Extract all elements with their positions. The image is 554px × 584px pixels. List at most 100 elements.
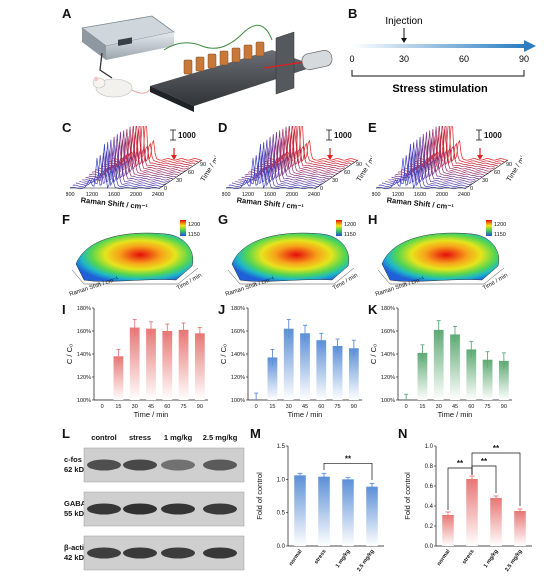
blot-row-name: c-fos <box>64 455 82 464</box>
panel-letter-e: E <box>368 120 377 135</box>
y-tick-label: 0.6 <box>425 484 434 490</box>
bar <box>332 345 343 400</box>
x-tick-label: 45 <box>302 404 308 410</box>
x-tick-label: 2.5 mg/kg <box>504 549 523 573</box>
time-tick-label: 30 <box>482 178 488 184</box>
x-tick-label: 1200 <box>242 192 254 198</box>
panel-letter-f: F <box>62 212 70 227</box>
panel-letter-k: K <box>368 302 378 317</box>
colorbar-min-label: 1150 <box>344 232 356 238</box>
x-tick-label: 1 mg/kg <box>335 549 352 569</box>
blot-column-label: control <box>91 433 116 442</box>
x-tick-label: 1 mg/kg <box>483 549 500 569</box>
time-axis-line <box>315 159 359 189</box>
x-tick-label: 60 <box>468 404 474 410</box>
bar <box>113 356 124 400</box>
x-tick-label: 2000 <box>286 192 298 198</box>
y-tick-label: 180% <box>381 306 395 312</box>
x-tick-label: stress <box>313 549 327 566</box>
time-tick-label: 60 <box>188 170 194 176</box>
panel-letter-h: H <box>368 212 378 227</box>
x-tick-label: 1200 <box>392 192 404 198</box>
spectrum-trace <box>375 143 467 190</box>
bar-chart-m: 0.0 0.5 1.0 1.5 normal stress 1 mg/kg 2.5 mg/kg… <box>255 444 384 573</box>
y-tick-label: 120% <box>77 375 91 381</box>
green-tubing <box>163 24 273 51</box>
x-tick-label: 0 <box>405 404 408 410</box>
significance-label: ** <box>481 457 488 466</box>
significance-label: ** <box>345 454 352 463</box>
spectrum-trace <box>69 143 161 190</box>
x-tick-label: 2400 <box>308 192 320 198</box>
bar <box>300 333 310 400</box>
y-tick-label: 160% <box>231 329 245 335</box>
injection-arrow-head <box>401 38 407 43</box>
x-tick-label: 1200 <box>86 192 98 198</box>
bar <box>450 334 460 400</box>
x-tick-label: 1600 <box>264 192 276 198</box>
y-axis-title: C / C₀ <box>65 344 74 364</box>
x-tick-label: 800 <box>222 192 231 198</box>
panel-letter-j: J <box>218 302 226 317</box>
blot-band <box>123 547 157 559</box>
significance-bracket <box>471 452 521 506</box>
surface-shape <box>75 232 194 282</box>
time-tick-label: 30 <box>176 178 182 184</box>
colorbar-max-label: 1200 <box>344 222 356 228</box>
x-tick-label: 75 <box>485 404 491 410</box>
panel-letter-l: L <box>62 426 70 441</box>
injection-label: Injection <box>385 16 422 27</box>
surface-base-axis <box>71 267 199 285</box>
bar-chart-i: 100% 120% 140% 160% 180% 0 15 30 45 60 75 90 Time / … <box>65 306 208 418</box>
x-tick-label: 0 <box>255 404 258 410</box>
y-tick-label: 120% <box>381 375 395 381</box>
colorbar-max-label: 1200 <box>494 222 506 228</box>
timeline-tick-0: 0 <box>349 54 354 64</box>
y-axis-title: Fold of control <box>255 472 264 520</box>
blot-band <box>123 459 157 471</box>
bar <box>417 352 428 400</box>
y-tick-label: 100% <box>231 398 245 404</box>
blot-column-label: 1 mg/kg <box>164 433 193 442</box>
y-tick-label: 0.8 <box>425 464 434 470</box>
x-tick-label: 15 <box>419 404 425 410</box>
bar <box>267 357 278 400</box>
bar <box>129 327 140 400</box>
y-tick-label: 0.2 <box>425 524 434 530</box>
timeline-panel: Injection 0 30 60 90 Stress stimulation <box>349 16 536 95</box>
x-tick-label: 45 <box>452 404 458 410</box>
x-tick-label: 30 <box>286 404 292 410</box>
y-axis-title: C / C₀ <box>369 344 378 364</box>
blot-row-name: β-actin <box>64 543 89 552</box>
panel-letter-g: G <box>218 212 229 227</box>
x-tick-label: 30 <box>132 404 138 410</box>
y-tick-label: 180% <box>231 306 245 312</box>
bar <box>146 328 156 400</box>
spectrum-trace <box>225 143 317 190</box>
x-tick-label: 800 <box>66 192 75 198</box>
y-tick-label: 0.0 <box>425 544 434 550</box>
panel-letter-c: C <box>62 120 72 135</box>
y-tick-label: 120% <box>231 375 245 381</box>
x-tick-label: 2400 <box>152 192 164 198</box>
scale-bar <box>476 129 482 141</box>
colorbar-max-label: 1200 <box>188 222 200 228</box>
peak-arrow-head <box>327 155 333 160</box>
mouse-ear <box>93 76 99 82</box>
x-tick-label: 1600 <box>108 192 120 198</box>
sample-vials <box>183 41 265 75</box>
peak-arrow-head <box>477 155 483 160</box>
colorbar-min-label: 1150 <box>188 232 200 238</box>
time-tick-label: 0 <box>164 186 167 192</box>
time-tick-label: 0 <box>320 186 323 192</box>
x-tick-label: 2000 <box>436 192 448 198</box>
colorbar-min-label: 1150 <box>494 232 506 238</box>
scale-bar-label: 1000 <box>334 131 352 140</box>
surface-base-axis <box>227 267 355 285</box>
time-axis-line <box>159 159 203 189</box>
colorbar <box>336 220 342 236</box>
x-axis-title: Time / min <box>438 410 473 418</box>
